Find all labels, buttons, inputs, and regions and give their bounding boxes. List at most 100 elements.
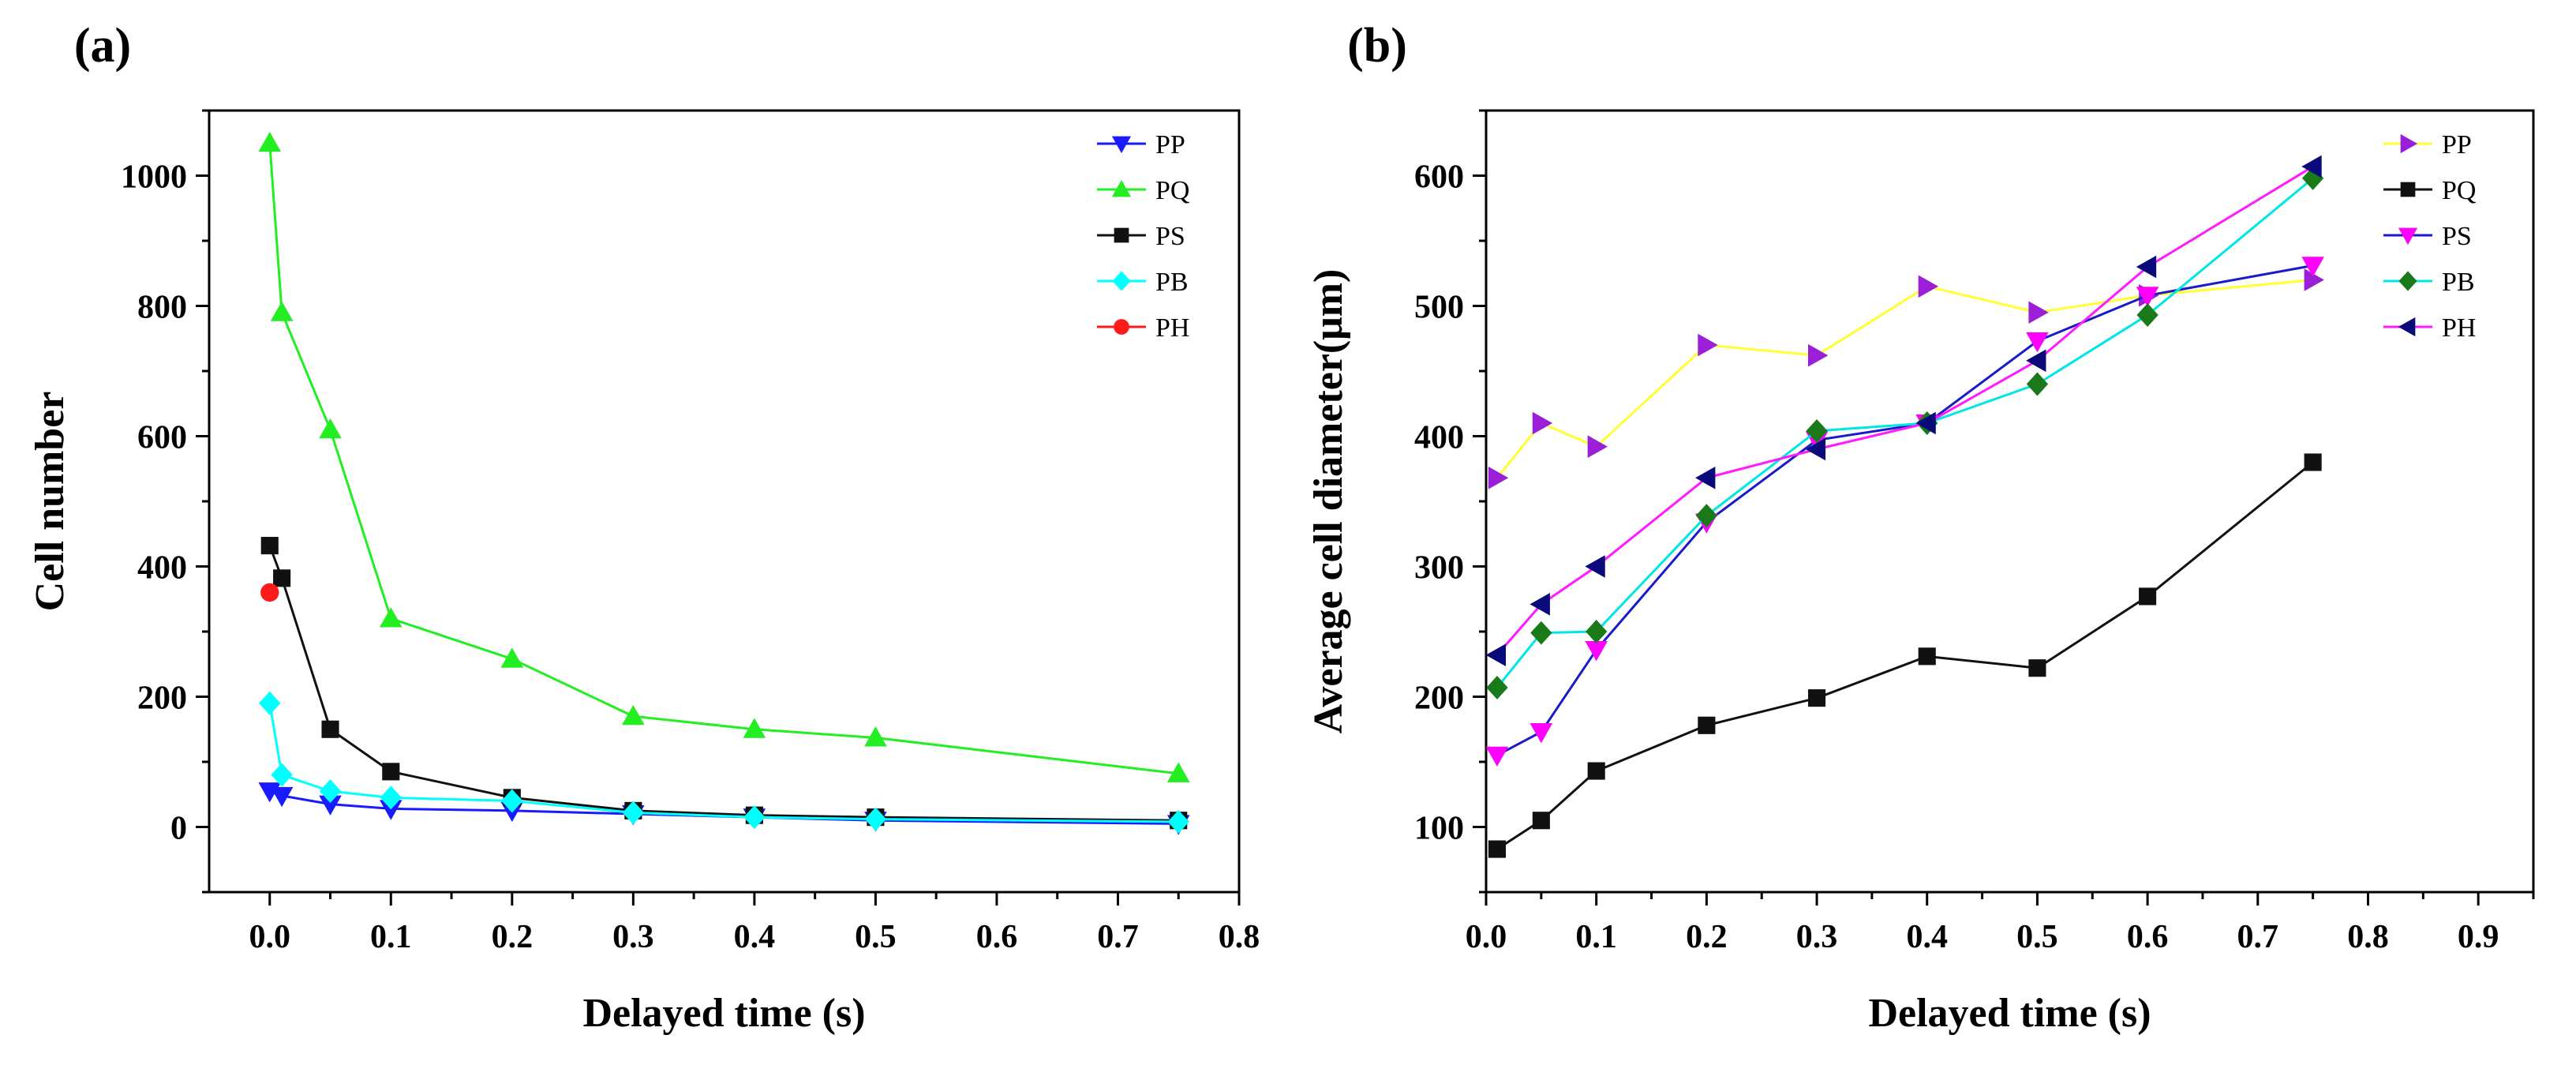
data-point-pq bbox=[1918, 647, 1936, 666]
data-point-pq bbox=[270, 301, 294, 321]
data-point-pp bbox=[379, 800, 402, 820]
data-point-pp bbox=[1488, 467, 1509, 489]
data-point-ph bbox=[2136, 255, 2157, 279]
legend-marker-ps bbox=[2398, 227, 2418, 246]
legend-marker-pp bbox=[2400, 133, 2418, 154]
x-tick-label: 0.4 bbox=[734, 919, 776, 955]
legend-label-pb: PB bbox=[2442, 268, 2475, 297]
x-tick-label: 0.3 bbox=[1796, 919, 1838, 955]
series-line-ps bbox=[268, 545, 1179, 822]
legend: PP PQ PS PB PH bbox=[2383, 130, 2476, 343]
data-point-pb bbox=[380, 786, 402, 810]
data-point-ph bbox=[1805, 437, 1826, 461]
data-point-pq bbox=[258, 131, 282, 152]
legend-label-pp: PP bbox=[1155, 130, 1185, 159]
legend-marker-ph bbox=[2398, 317, 2416, 337]
data-point-pb bbox=[1167, 809, 1189, 834]
data-point-pp bbox=[1808, 343, 1829, 367]
legend-marker-pb bbox=[1112, 271, 1131, 291]
data-point-ph bbox=[1915, 411, 1936, 435]
data-point-ps bbox=[321, 720, 339, 738]
panel-b: (b) 0.0 0.1 0.2 0.3 0.4 0.5 0.6 0.7 0.8 0.9 100 200 3… bbox=[1306, 19, 2535, 1036]
panel-a: (a) 0.0 0.1 0.2 0.3 0.4 0.5 0.6 0.7 0.8 0 200 400 600… bbox=[28, 19, 1260, 1036]
data-point-ph bbox=[2301, 155, 2322, 178]
panel-label: (b) bbox=[1347, 19, 1407, 73]
y-tick-label: 500 bbox=[1414, 290, 1464, 326]
legend-label-ph: PH bbox=[1155, 313, 1189, 343]
data-point-ph bbox=[1530, 593, 1550, 616]
data-point-ps bbox=[2301, 257, 2324, 277]
series-pp bbox=[1488, 268, 2324, 489]
data-point-pp bbox=[1918, 275, 1939, 298]
series-line-ps bbox=[1496, 264, 2313, 757]
legend-marker-pp bbox=[1111, 136, 1132, 154]
series-line-pp bbox=[1496, 279, 2313, 479]
series-pq bbox=[258, 131, 1190, 782]
legend: PP PQ PS PB PH bbox=[1097, 130, 1189, 343]
data-point-pb bbox=[259, 691, 281, 715]
data-point-pb bbox=[1530, 621, 1552, 645]
y-tick-label: 1000 bbox=[121, 159, 187, 196]
series-ph bbox=[260, 583, 279, 602]
data-point-pq bbox=[1532, 812, 1550, 830]
data-point-pb bbox=[319, 779, 342, 804]
y-tick-label: 300 bbox=[1414, 550, 1464, 587]
y-axis-label: Average cell diameter(μm) bbox=[1306, 269, 1351, 734]
x-tick-label: 0.8 bbox=[2347, 919, 2389, 955]
y-tick-label: 400 bbox=[137, 550, 187, 587]
data-point-pq bbox=[319, 418, 342, 439]
data-point-pb bbox=[743, 805, 766, 830]
series-line-pq bbox=[268, 143, 1179, 775]
x-tick-label: 0.2 bbox=[492, 919, 534, 955]
data-point-pq bbox=[1166, 762, 1190, 782]
data-point-pp bbox=[2304, 268, 2324, 291]
plot-frame bbox=[208, 109, 1241, 894]
x-tick-label: 0.2 bbox=[1686, 919, 1728, 955]
data-point-pb bbox=[864, 807, 887, 831]
legend-marker-pb bbox=[2398, 271, 2417, 291]
data-point-pq bbox=[379, 607, 402, 628]
x-tick-label: 0.7 bbox=[2237, 919, 2279, 955]
series-pp bbox=[258, 782, 1190, 835]
x-tick-label: 0.7 bbox=[1097, 919, 1139, 955]
x-axis-label: Delayed time (s) bbox=[1868, 991, 2151, 1036]
x-tick-label: 0.0 bbox=[249, 919, 291, 955]
x-tick-label: 0.0 bbox=[1466, 919, 1507, 955]
data-point-ps bbox=[1530, 723, 1553, 744]
data-point-pq bbox=[1488, 840, 1507, 858]
legend-label-ps: PS bbox=[2442, 222, 2472, 251]
series-pq bbox=[1488, 453, 2322, 858]
x-tick-label: 0.6 bbox=[976, 919, 1018, 955]
plot-frame bbox=[1485, 109, 2535, 894]
legend-marker-ph bbox=[1114, 319, 1129, 335]
y-tick-label: 200 bbox=[1414, 681, 1464, 717]
data-point-pp bbox=[1587, 435, 1608, 458]
data-point-pq bbox=[743, 718, 766, 738]
legend-label-pq: PQ bbox=[2442, 176, 2476, 205]
data-point-pb bbox=[1695, 504, 1718, 528]
series-ps bbox=[260, 537, 1188, 830]
data-point-pq bbox=[1587, 762, 1605, 780]
x-tick-label: 0.1 bbox=[1575, 919, 1617, 955]
series-ps bbox=[1485, 257, 2324, 767]
y-tick-label: 0 bbox=[170, 811, 187, 847]
data-point-pb bbox=[2026, 372, 2049, 396]
data-point-ps bbox=[260, 537, 279, 555]
data-point-pp bbox=[270, 786, 294, 808]
series-pb bbox=[1486, 166, 2324, 699]
data-point-pb bbox=[1486, 676, 1508, 699]
legend-label-pp: PP bbox=[2442, 130, 2472, 159]
y-tick-label: 600 bbox=[1414, 159, 1464, 196]
data-point-pq bbox=[864, 726, 887, 747]
data-point-ph bbox=[1695, 467, 1716, 489]
series-line-pb bbox=[1496, 177, 2314, 688]
y-tick-label: 400 bbox=[1414, 420, 1464, 456]
data-point-pp bbox=[1532, 411, 1553, 435]
data-point-pp bbox=[2028, 301, 2049, 324]
series-ph bbox=[1485, 155, 2322, 666]
data-point-ph bbox=[1585, 555, 1605, 578]
y-tick-label: 100 bbox=[1414, 811, 1464, 847]
legend-label-ps: PS bbox=[1155, 222, 1185, 251]
legend-label-pq: PQ bbox=[1155, 176, 1189, 205]
